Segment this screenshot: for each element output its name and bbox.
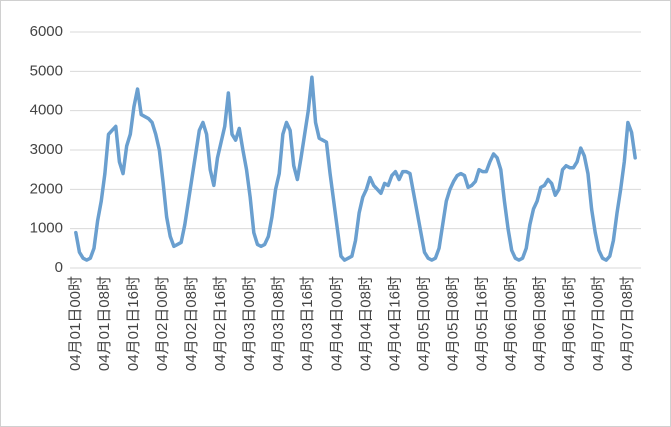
x-tick-label: 04月04日00时 — [328, 276, 345, 371]
x-tick-label: 04月01日08时 — [96, 276, 113, 371]
y-tick-label: 0 — [55, 259, 63, 276]
x-tick-label: 04月07日08时 — [619, 276, 636, 371]
x-tick-label: 04月03日08时 — [270, 276, 287, 371]
x-tick-label: 04月07日00时 — [590, 276, 607, 371]
x-tick-label: 04月02日16时 — [212, 276, 229, 371]
x-tick-label: 04月04日08时 — [357, 276, 374, 371]
x-tick-label: 04月06日00时 — [503, 276, 520, 371]
x-tick-label: 04月06日16时 — [561, 276, 578, 371]
y-tick-label: 3000 — [30, 141, 63, 158]
x-tick-label: 04月06日08时 — [532, 276, 549, 371]
x-tick-label: 04月02日00时 — [154, 276, 171, 371]
x-tick-label: 04月04日16时 — [386, 276, 403, 371]
x-tick-label: 04月05日00时 — [415, 276, 432, 371]
y-tick-label: 4000 — [30, 102, 63, 119]
y-tick-label: 5000 — [30, 62, 63, 79]
x-tick-label: 04月05日16时 — [474, 276, 491, 371]
data-line — [74, 75, 637, 262]
y-tick-label: 6000 — [30, 23, 63, 40]
x-tick-label: 04月02日08时 — [183, 276, 200, 371]
x-tick-label: 04月03日00时 — [241, 276, 258, 371]
x-tick-label: 04月05日08时 — [445, 276, 462, 371]
y-tick-label: 1000 — [30, 220, 63, 237]
x-tick-label: 04月03日16时 — [299, 276, 316, 371]
x-tick-label: 04月01日16时 — [125, 276, 142, 371]
y-tick-label: 2000 — [30, 180, 63, 197]
x-tick-label: 04月01日00时 — [67, 276, 84, 371]
